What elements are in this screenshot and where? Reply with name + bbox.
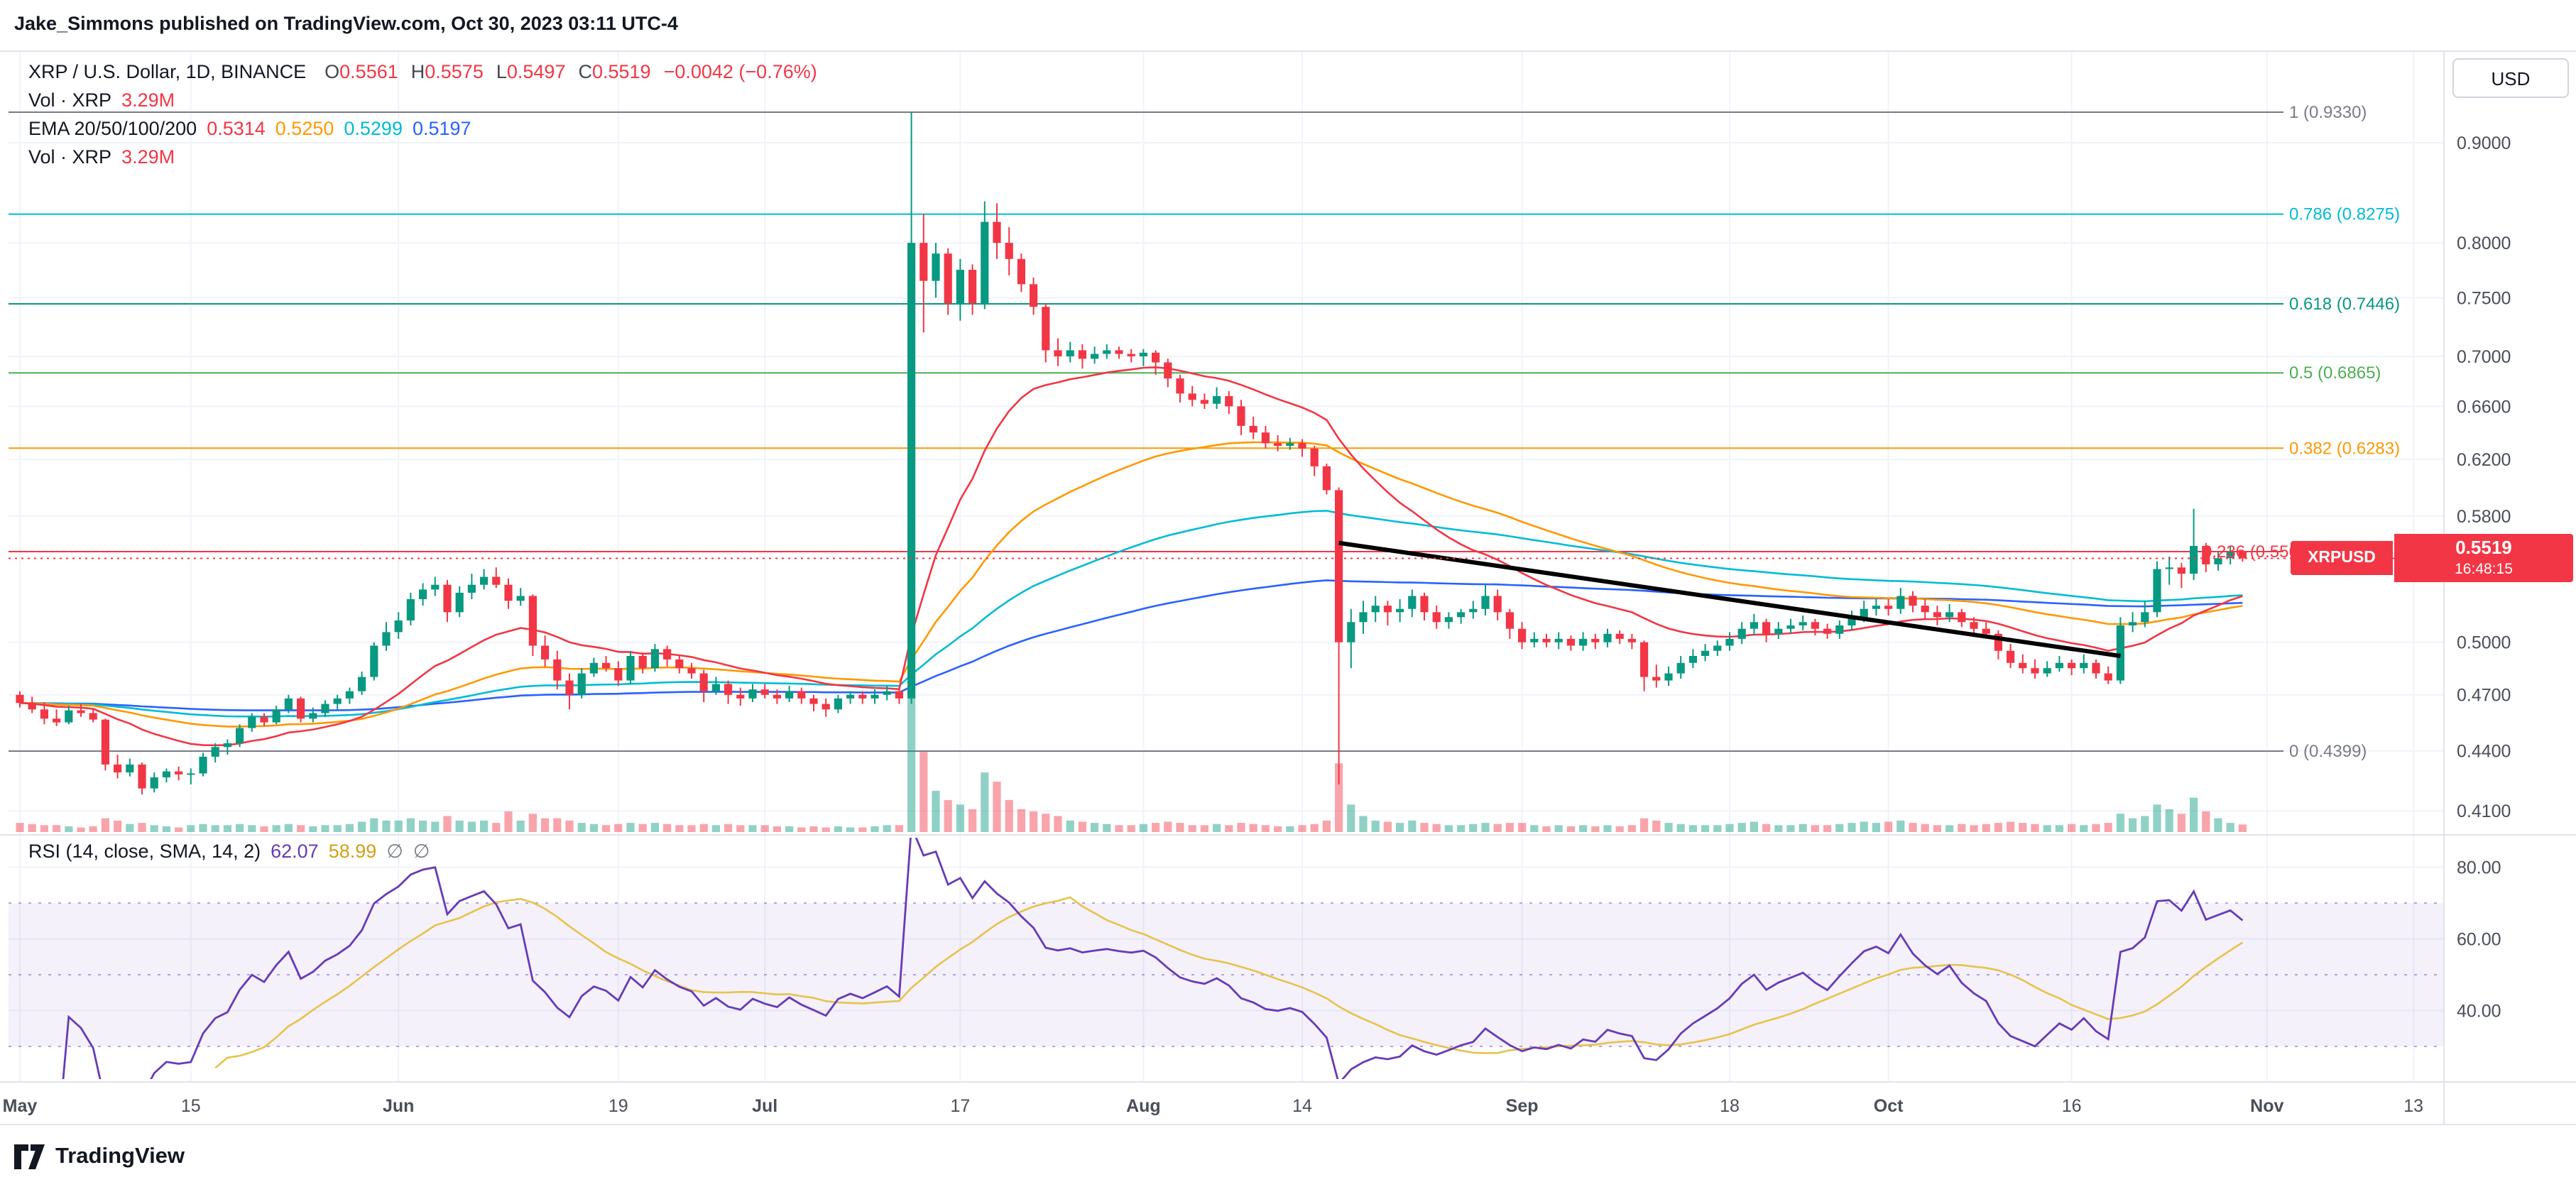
time-tick-label[interactable]: Nov [2250,1096,2283,1116]
fib-label-0: 0 (0.4399) [2289,742,2367,761]
volume-legend: Vol · XRP 3.29M [28,89,175,111]
time-tick-label[interactable]: 18 [1720,1096,1740,1116]
time-tick-label[interactable]: May [3,1096,38,1116]
ema-legend: EMA 20/50/100/200 0.5314 0.5250 0.5299 0… [28,118,471,139]
last-price-badge: 0.5519 16:48:15 [2394,534,2573,582]
time-tick-label[interactable]: 14 [1292,1096,1312,1116]
time-tick-label[interactable]: 15 [181,1096,201,1116]
fib-label-1: 1 (0.9330) [2289,103,2367,122]
ema20-value: 0.5314 [207,118,266,139]
price-tick-label[interactable]: 0.8000 [2457,234,2511,253]
price-tick-label[interactable]: 0.9000 [2457,133,2511,153]
ema-line-20 [19,366,2243,747]
time-tick-label[interactable]: Jul [752,1096,777,1116]
bar-countdown: 16:48:15 [2455,560,2513,578]
rsi-label[interactable]: RSI (14, close, SMA, 14, 2) [28,841,261,862]
ohlc-low-label: L [496,61,507,82]
main-legend: XRP / U.S. Dollar, 1D, BINANCE O0.5561 H… [28,61,817,82]
ema-line-100 [19,510,2243,718]
ema-label[interactable]: EMA 20/50/100/200 [28,118,197,139]
fib-label-0.618: 0.618 (0.7446) [2289,295,2400,314]
volume-legend-2: Vol · XRP 3.29M [28,146,175,168]
ohlc-high-label: H [410,61,425,82]
rsi-legend: RSI (14, close, SMA, 14, 2) 62.07 58.99 … [28,841,430,863]
last-price-value: 0.5519 [2455,537,2512,559]
volume-label[interactable]: Vol · XRP [28,89,112,111]
ema200-value: 0.5197 [412,118,471,139]
price-tick-label[interactable]: 0.7000 [2457,347,2511,367]
change-value: −0.0042 (−0.76%) [663,61,817,82]
volume2-value: 3.29M [121,146,175,168]
tradingview-logo-icon [14,1144,45,1169]
ema50-value: 0.5250 [275,118,334,139]
time-tick-label[interactable]: Sep [1506,1096,1539,1116]
time-tick-label[interactable]: Jun [383,1096,414,1116]
price-tick-label[interactable]: 0.4100 [2457,802,2511,821]
fib-label-0.786: 0.786 (0.8275) [2289,205,2400,224]
rsi-band [9,903,2444,1046]
fib-label-0.382: 0.382 (0.6283) [2289,439,2400,458]
price-tick-label[interactable]: 0.4400 [2457,742,2511,762]
ohlc-low-value: 0.5497 [506,61,566,82]
price-tick-label[interactable]: 0.6600 [2457,397,2511,417]
ema-line-50 [19,441,2243,728]
price-tick-label[interactable]: 0.5800 [2457,507,2511,527]
rsi-tick-label[interactable]: 40.00 [2457,1002,2501,1022]
currency-toggle-button[interactable]: USD [2452,58,2569,98]
ohlc-open-value: 0.5561 [339,61,398,82]
price-tick-label[interactable]: 0.7500 [2457,288,2511,308]
chart-canvas[interactable]: 0.9000 0.8000 0.7500 0.7000 0.6600 0.6200 0.58… [0,0,2576,1136]
volume2-label[interactable]: Vol · XRP [28,146,112,168]
symbol-title[interactable]: XRP / U.S. Dollar, 1D, BINANCE [28,61,307,82]
time-tick-label[interactable]: 19 [608,1096,628,1116]
rsi-layer [62,838,2244,1079]
tradingview-logo[interactable]: TradingView [14,1144,185,1170]
rsi-empty-value-1: ∅ [386,841,403,862]
price-tick-label[interactable]: 0.4700 [2457,686,2511,706]
rsi-empty-value-2: ∅ [413,841,430,862]
rsi-sma-value: 58.99 [328,841,377,862]
grid-lines [9,51,2444,1082]
price-tick-label[interactable]: 0.6200 [2457,450,2511,470]
rsi-tick-label[interactable]: 80.00 [2457,858,2501,878]
candles-layer [16,111,2247,795]
time-tick-label[interactable]: 13 [2403,1096,2423,1116]
trend-line [1338,540,2121,658]
volume-layer [16,690,2247,832]
symbol-price-label: XRPUSD [2291,541,2393,575]
ema100-value: 0.5299 [344,118,403,139]
time-tick-label[interactable]: Oct [1874,1096,1904,1116]
ohlc-high-value: 0.5575 [425,61,484,82]
ohlc-open-label: O [324,61,340,82]
rsi-tick-label[interactable]: 60.00 [2457,930,2501,950]
ohlc-close-label: C [578,61,592,82]
time-tick-label[interactable]: Aug [1126,1096,1161,1116]
time-tick-label[interactable]: 17 [950,1096,970,1116]
price-tick-label[interactable]: 0.5000 [2457,633,2511,653]
rsi-line [62,838,2244,1079]
fib-label-0.5: 0.5 (0.6865) [2289,363,2381,383]
rsi-sma-line [214,896,2244,1069]
volume-value: 3.29M [121,89,175,111]
tradingview-logo-text: TradingView [55,1144,185,1169]
rsi-value: 62.07 [271,841,319,862]
ema-lines [19,366,2243,747]
time-tick-label[interactable]: 16 [2062,1096,2082,1116]
ohlc-close-value: 0.5519 [591,61,651,82]
attribution-text: Jake_Simmons published on TradingView.co… [14,13,678,34]
